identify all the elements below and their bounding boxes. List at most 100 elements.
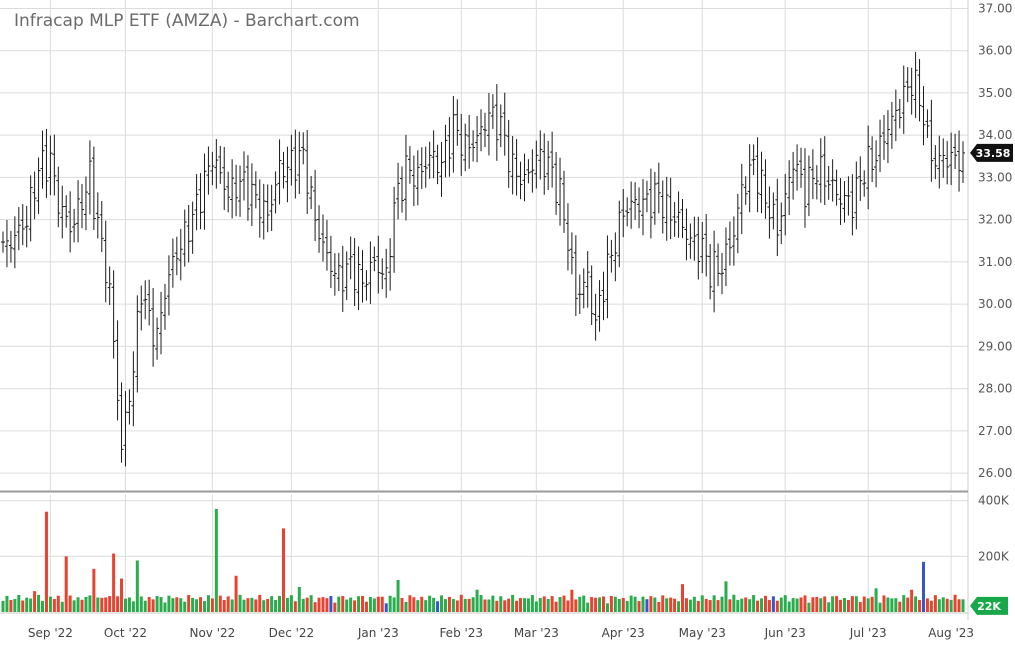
volume-bar	[515, 600, 519, 612]
ohlc-bar	[874, 140, 879, 188]
volume-bar	[443, 599, 447, 612]
volume-bar	[625, 600, 629, 612]
volume-bar	[297, 586, 301, 612]
volume-bar	[56, 595, 60, 612]
ohlc-bar	[802, 148, 807, 228]
volume-bar	[862, 596, 866, 612]
ohlc-bar	[641, 179, 645, 236]
volume-bar	[578, 596, 582, 612]
ohlc-bar	[439, 141, 444, 197]
volume-bar	[44, 511, 48, 612]
volume-bar	[645, 599, 649, 612]
volume-bar	[202, 601, 206, 612]
ohlc-bar	[107, 266, 112, 306]
ohlc-bar	[727, 221, 732, 266]
ohlc-bar	[668, 177, 673, 240]
volume-bar	[945, 598, 949, 612]
volume-bar	[210, 598, 214, 612]
ohlc-bar	[759, 151, 764, 214]
ohlc-bar	[589, 265, 594, 325]
volume-bar	[123, 598, 127, 612]
ohlc-bar	[530, 149, 535, 193]
volume-bar	[155, 596, 159, 612]
ohlc-bar	[522, 153, 527, 202]
ohlc-bar	[28, 175, 33, 242]
ohlc-bar	[206, 146, 211, 195]
ohlc-bar	[723, 227, 728, 287]
ohlc-bar	[87, 140, 92, 215]
ohlc-bar	[949, 132, 954, 186]
last-price-label: 33.58	[976, 147, 1011, 160]
ohlc-bar	[16, 207, 21, 251]
ohlc-bar	[218, 145, 223, 184]
volume-bar	[29, 598, 33, 612]
volume-bar	[653, 597, 657, 612]
ohlc-bar	[558, 157, 563, 226]
ohlc-bar	[103, 220, 108, 303]
ohlc-bar	[601, 271, 606, 321]
ohlc-bar	[905, 67, 910, 103]
ohlc-bar	[862, 170, 867, 197]
volume-bar	[179, 598, 183, 612]
ohlc-bar	[344, 251, 349, 301]
y-tick-label: 33.00	[978, 170, 1012, 184]
ohlc-bar	[822, 136, 827, 205]
ohlc-bar	[20, 204, 25, 246]
volume-bar	[131, 601, 135, 612]
x-tick-label: Jan '23	[357, 626, 399, 640]
ohlc-bar	[403, 134, 408, 221]
volume-bar	[752, 595, 756, 612]
volume-bar	[289, 595, 293, 612]
volume-bar	[163, 602, 167, 612]
ohlc-bar	[423, 146, 428, 188]
ohlc-bar	[846, 176, 851, 216]
volume-bar	[388, 595, 392, 612]
volume-bar	[234, 575, 238, 612]
x-tick-label: Mar '23	[514, 626, 559, 640]
volume-bar	[677, 601, 681, 612]
y-tick-label: 31.00	[978, 255, 1012, 269]
ohlc-bar	[451, 95, 456, 173]
ohlc-bar	[953, 133, 958, 169]
ohlc-bar	[941, 138, 946, 178]
ohlc-bar	[155, 317, 160, 360]
volume-bar	[25, 597, 29, 612]
volume-bar	[357, 596, 361, 612]
volume-bar	[139, 596, 143, 612]
ohlc-bar	[664, 176, 669, 241]
ohlc-bar	[467, 114, 472, 169]
ohlc-bar	[159, 291, 164, 355]
ohlc-bar	[348, 236, 353, 280]
volume-bar	[48, 596, 52, 612]
ohlc-bar	[731, 216, 736, 266]
volume-bar	[191, 597, 195, 612]
ohlc-bar	[475, 116, 480, 163]
volume-bar	[400, 598, 404, 612]
volume-bar	[72, 600, 76, 612]
volume-bar	[641, 596, 645, 612]
y-tick-label: 32.00	[978, 213, 1012, 227]
volume-bar	[479, 595, 483, 612]
volume-bar	[605, 603, 609, 612]
ohlc-bar	[676, 191, 681, 238]
volume-bar	[396, 579, 400, 612]
y-tick-label: 35.00	[978, 86, 1012, 100]
volume-bar	[925, 598, 929, 612]
ohlc-bar	[281, 151, 286, 189]
volume-bar	[511, 594, 515, 612]
volume-bar	[104, 597, 108, 612]
volume-bar	[76, 597, 80, 612]
ohlc-bar	[396, 162, 401, 220]
volume-bar	[842, 598, 846, 612]
ohlc-bar	[32, 171, 37, 220]
volume-bar	[771, 596, 775, 612]
ohlc-bar	[261, 183, 266, 240]
volume-bar	[562, 595, 566, 612]
volume-bar	[250, 597, 254, 612]
ohlc-bar	[502, 92, 507, 156]
ohlc-bar	[317, 205, 322, 253]
volume-bar	[230, 599, 234, 612]
volume-bar	[313, 602, 317, 612]
ohlc-bar	[309, 175, 314, 210]
